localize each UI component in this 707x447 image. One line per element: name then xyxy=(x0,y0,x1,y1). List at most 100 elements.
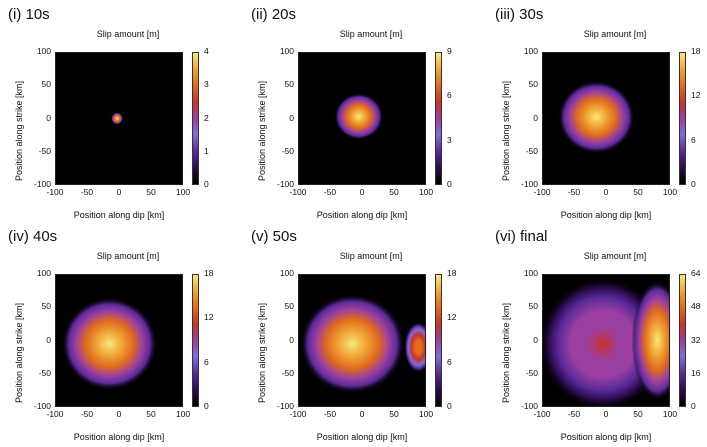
y-axis-label: Position along strike [km] xyxy=(14,80,24,181)
colorbar-tick-label: 18 xyxy=(691,46,701,56)
panel-title: (vi) final xyxy=(495,228,548,245)
x-tick-label: -50 xyxy=(80,187,94,197)
colorbar-title: Slip amount [m] xyxy=(339,251,403,261)
x-tick-label: -100 xyxy=(533,409,551,419)
x-axis-label: Position along dip [km] xyxy=(560,432,652,442)
y-tick-label: -50 xyxy=(525,367,538,378)
colorbar-tick-label: 6 xyxy=(204,356,209,367)
x-tick-label: -100 xyxy=(46,409,64,419)
colorbar-tick-label: 0 xyxy=(447,401,452,411)
slip-heatmap xyxy=(55,52,183,185)
colorbar xyxy=(435,274,442,407)
colorbar xyxy=(679,274,686,407)
colorbar-tick-label: 1 xyxy=(204,145,209,156)
x-tick-label: -50 xyxy=(567,187,581,197)
y-tick-label: -100 xyxy=(33,401,51,411)
y-tick-label: 100 xyxy=(279,268,294,278)
slip-patch xyxy=(404,321,426,373)
y-axis-label: Position along strike [km] xyxy=(257,302,267,403)
colorbar-tick-label: 0 xyxy=(204,401,209,411)
colorbar xyxy=(192,52,199,185)
slip-patch xyxy=(111,112,123,125)
colorbar-title: Slip amount [m] xyxy=(583,251,647,261)
x-tick-label: 0 xyxy=(116,409,122,419)
slip-heatmap xyxy=(542,52,670,185)
colorbar-tick-label: 3 xyxy=(447,134,452,145)
y-tick-label: 50 xyxy=(284,301,294,312)
panel-2: (ii) 20s Slip amount [m] Position along st… xyxy=(243,0,463,222)
x-axis-label: Position along dip [km] xyxy=(316,210,408,220)
colorbar-tick-label: 16 xyxy=(691,367,701,378)
panel-4: (iv) 40s Slip amount [m] Position along st… xyxy=(0,222,220,444)
colorbar-tick-label: 6 xyxy=(691,134,696,145)
y-tick-label: -50 xyxy=(281,145,294,156)
y-tick-label: 0 xyxy=(46,112,51,123)
x-tick-label: 0 xyxy=(116,187,122,197)
x-tick-label: -50 xyxy=(80,409,94,419)
y-tick-label: 50 xyxy=(528,301,538,312)
y-tick-label: 0 xyxy=(289,112,294,123)
colorbar-tick-label: 3 xyxy=(204,79,209,90)
colorbar-tick-label: 0 xyxy=(204,179,209,189)
slip-patch xyxy=(631,280,670,401)
panel-3: (iii) 30s Slip amount [m] Position along s… xyxy=(487,0,707,222)
y-tick-label: 0 xyxy=(533,112,538,123)
x-tick-label: 0 xyxy=(359,409,365,419)
y-tick-label: 50 xyxy=(528,79,538,90)
panel-1: (i) 10s Slip amount [m] Position along str… xyxy=(0,0,220,222)
colorbar-title: Slip amount [m] xyxy=(583,29,647,39)
panel-5: (v) 50s Slip amount [m] Position along str… xyxy=(243,222,463,444)
colorbar-tick-label: 0 xyxy=(691,401,696,411)
colorbar-tick-label: 4 xyxy=(204,46,209,56)
slip-patch xyxy=(61,297,158,391)
y-tick-label: 100 xyxy=(523,268,538,278)
colorbar-tick-label: 0 xyxy=(447,179,452,189)
colorbar-tick-label: 12 xyxy=(447,312,457,323)
x-tick-label: 50 xyxy=(146,187,156,197)
y-tick-label: 0 xyxy=(289,334,294,345)
colorbar-tick-label: 0 xyxy=(691,179,696,189)
heatmap-svg xyxy=(61,297,158,391)
panel-6: (vi) final Slip amount [m] Position along … xyxy=(487,222,707,444)
x-tick-label: 100 xyxy=(418,187,434,197)
x-tick-label: -100 xyxy=(533,187,551,197)
heatmap-svg xyxy=(334,93,384,140)
y-tick-label: -100 xyxy=(33,179,51,189)
heatmap-svg xyxy=(111,112,123,125)
colorbar-tick-label: 9 xyxy=(447,46,452,56)
heatmap-svg xyxy=(299,293,426,394)
y-tick-label: 50 xyxy=(41,79,51,90)
x-tick-label: -50 xyxy=(323,409,337,419)
y-tick-label: -50 xyxy=(38,145,51,156)
colorbar-tick-label: 18 xyxy=(447,268,457,278)
y-tick-label: -100 xyxy=(276,179,294,189)
colorbar xyxy=(679,52,686,185)
x-tick-label: 100 xyxy=(662,187,678,197)
y-tick-label: 100 xyxy=(279,46,294,56)
y-tick-label: 100 xyxy=(36,46,51,56)
x-axis-label: Position along dip [km] xyxy=(316,432,408,442)
y-tick-label: -50 xyxy=(38,367,51,378)
x-tick-label: -50 xyxy=(323,187,337,197)
x-axis-label: Position along dip [km] xyxy=(73,432,165,442)
colorbar-tick-label: 32 xyxy=(691,334,701,345)
colorbar-tick-label: 12 xyxy=(204,312,214,323)
x-tick-label: 100 xyxy=(175,409,191,419)
colorbar-title: Slip amount [m] xyxy=(96,251,160,261)
slip-heatmap xyxy=(542,274,670,407)
y-axis-label: Position along strike [km] xyxy=(501,302,511,403)
x-axis-label: Position along dip [km] xyxy=(73,210,165,220)
x-tick-label: 0 xyxy=(603,187,609,197)
colorbar-tick-label: 48 xyxy=(691,301,701,312)
slip-patch xyxy=(558,80,635,154)
slip-patch xyxy=(334,93,384,140)
colorbar-tick-label: 12 xyxy=(691,90,701,101)
colorbar-tick-label: 2 xyxy=(204,112,209,123)
y-axis-label: Position along strike [km] xyxy=(14,302,24,403)
y-tick-label: 100 xyxy=(523,46,538,56)
colorbar-tick-label: 6 xyxy=(447,90,452,101)
slip-patch xyxy=(299,293,405,394)
y-tick-label: -50 xyxy=(525,145,538,156)
x-tick-label: -100 xyxy=(46,187,64,197)
y-tick-label: 50 xyxy=(284,79,294,90)
